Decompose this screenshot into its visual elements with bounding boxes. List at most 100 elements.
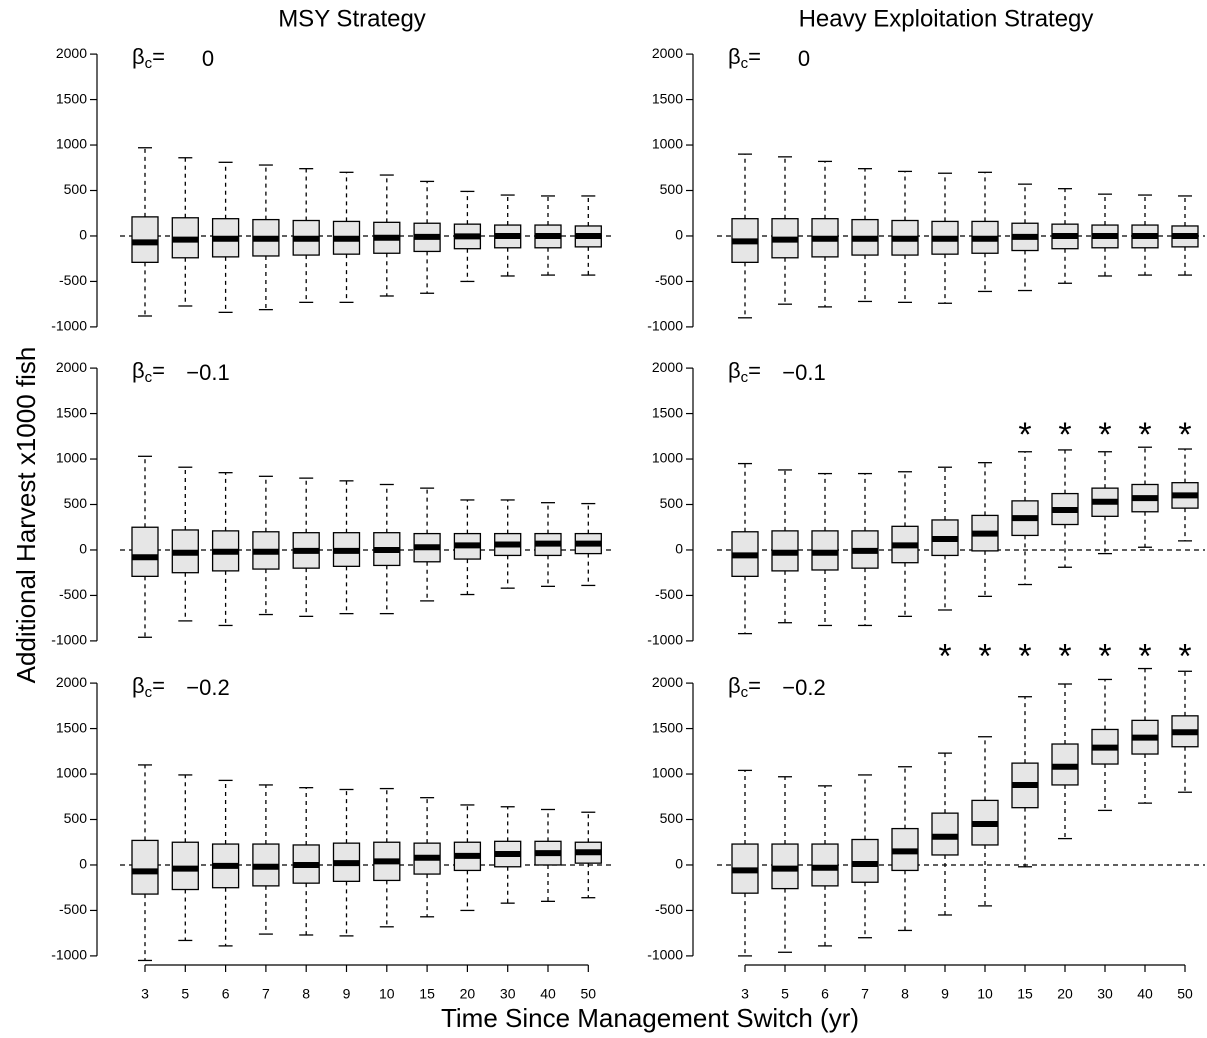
annotation-subscript: c — [741, 369, 749, 386]
y-tick-label: 2000 — [652, 45, 683, 61]
x-tick-label: 6 — [821, 986, 829, 1002]
x-tick-label: 40 — [540, 986, 556, 1002]
y-tick-label: 0 — [675, 227, 683, 243]
annotation-subscript: c — [145, 684, 153, 701]
annotation-symbol: β — [132, 673, 145, 698]
annotation-subscript: c — [145, 369, 153, 386]
y-tick-label: 2000 — [56, 45, 87, 61]
x-tick-label: 9 — [941, 986, 949, 1002]
annotation-equals: = — [748, 673, 761, 698]
x-tick-label: 9 — [343, 986, 351, 1002]
annotation-subscript: c — [741, 684, 749, 701]
annotation-equals: = — [152, 44, 165, 69]
significance-marker: * — [1058, 638, 1071, 676]
significance-marker: * — [1178, 638, 1191, 676]
significance-marker: * — [1018, 416, 1031, 454]
y-tick-label: -1000 — [647, 632, 683, 648]
x-tick-label: 50 — [1177, 986, 1193, 1002]
y-tick-label: 0 — [79, 541, 87, 557]
significance-marker: * — [978, 638, 991, 676]
y-tick-label: -500 — [59, 586, 87, 602]
y-tick-label: 0 — [79, 227, 87, 243]
y-tick-label: 1500 — [652, 90, 683, 106]
panel-title: MSY Strategy — [278, 5, 426, 32]
y-tick-label: 0 — [79, 856, 87, 872]
annotation-value: −0.1 — [782, 360, 825, 385]
annotation-symbol: β — [728, 44, 741, 69]
y-tick-label: 1500 — [56, 90, 87, 106]
y-tick-label: -500 — [59, 272, 87, 288]
box — [131, 839, 159, 895]
y-tick-label: 1000 — [56, 450, 87, 466]
significance-marker: * — [1098, 416, 1111, 454]
y-axis-label: Additional Harvest x1000 fish — [11, 347, 41, 684]
annotation-symbol: β — [132, 358, 145, 383]
annotation-value: 0 — [202, 46, 214, 71]
x-tick-label: 20 — [460, 986, 476, 1002]
y-tick-label: 500 — [64, 495, 88, 511]
panel-title: Heavy Exploitation Strategy — [799, 5, 1094, 32]
annotation-symbol: β — [132, 44, 145, 69]
x-tick-label: 7 — [262, 986, 270, 1002]
y-tick-label: 2000 — [56, 674, 87, 690]
x-tick-label: 8 — [302, 986, 310, 1002]
annotation-equals: = — [152, 673, 165, 698]
y-tick-label: 500 — [660, 810, 684, 826]
panel-annotation: βc= — [728, 358, 761, 386]
x-tick-label: 30 — [1097, 986, 1113, 1002]
panel-annotation: βc= — [132, 44, 165, 72]
annotation-equals: = — [748, 44, 761, 69]
y-tick-label: 2000 — [652, 359, 683, 375]
significance-marker: * — [1058, 416, 1071, 454]
x-tick-label: 15 — [419, 986, 435, 1002]
y-tick-label: 1500 — [56, 719, 87, 735]
y-tick-label: -500 — [59, 901, 87, 917]
x-tick-label: 6 — [222, 986, 230, 1002]
panel-annotation: βc= — [132, 673, 165, 701]
x-tick-label: 5 — [181, 986, 189, 1002]
y-tick-label: -1000 — [647, 318, 683, 334]
annotation-symbol: β — [728, 358, 741, 383]
x-tick-label: 40 — [1137, 986, 1153, 1002]
y-tick-label: 500 — [64, 810, 88, 826]
box — [131, 526, 159, 577]
y-tick-label: 1000 — [56, 136, 87, 152]
annotation-subscript: c — [741, 55, 749, 72]
y-tick-label: -1000 — [647, 947, 683, 963]
y-tick-label: -1000 — [51, 318, 87, 334]
annotation-value: 0 — [798, 46, 810, 71]
panel-annotation: βc= — [728, 44, 761, 72]
y-tick-label: -1000 — [51, 632, 87, 648]
y-tick-label: -500 — [655, 901, 683, 917]
annotation-symbol: β — [728, 673, 741, 698]
y-tick-label: 0 — [675, 541, 683, 557]
x-tick-label: 10 — [379, 986, 395, 1002]
annotation-equals: = — [748, 358, 761, 383]
annotation-value: −0.2 — [186, 675, 229, 700]
y-tick-label: 2000 — [56, 359, 87, 375]
panel-annotation: βc= — [728, 673, 761, 701]
significance-marker: * — [1138, 416, 1151, 454]
y-tick-label: -500 — [655, 586, 683, 602]
box — [851, 838, 879, 883]
y-tick-label: 1000 — [56, 765, 87, 781]
y-tick-label: 500 — [660, 495, 684, 511]
y-tick-label: 1500 — [56, 404, 87, 420]
significance-marker: * — [1098, 638, 1111, 676]
x-tick-label: 3 — [141, 986, 149, 1002]
x-tick-label: 30 — [500, 986, 516, 1002]
y-tick-label: 1000 — [652, 136, 683, 152]
x-tick-label: 20 — [1057, 986, 1073, 1002]
y-tick-label: 500 — [64, 181, 88, 197]
y-tick-label: 1500 — [652, 404, 683, 420]
significance-marker: * — [1018, 638, 1031, 676]
x-axis-label: Time Since Management Switch (yr) — [441, 1003, 859, 1033]
annotation-subscript: c — [145, 55, 153, 72]
y-tick-label: -500 — [655, 272, 683, 288]
x-tick-label: 5 — [781, 986, 789, 1002]
y-tick-label: 1000 — [652, 450, 683, 466]
panel-annotation: βc= — [132, 358, 165, 386]
annotation-equals: = — [152, 358, 165, 383]
significance-marker: * — [1138, 638, 1151, 676]
